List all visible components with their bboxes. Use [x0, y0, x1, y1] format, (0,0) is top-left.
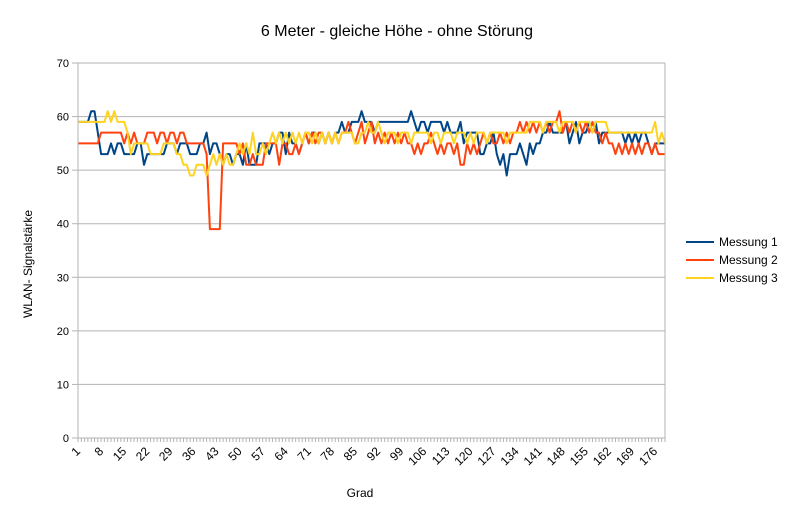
legend-label: Messung 1	[719, 235, 778, 249]
x-tick-label: 106	[405, 444, 429, 468]
x-tick-label: 71	[295, 444, 315, 464]
chart-title: 6 Meter - gleiche Höhe - ohne Störung	[261, 23, 533, 40]
x-tick-label: 162	[590, 444, 614, 468]
x-tick-label: 92	[364, 444, 384, 464]
x-tick-label: 36	[179, 444, 199, 464]
x-tick-label: 78	[318, 444, 338, 464]
x-tick-label: 8	[92, 444, 107, 459]
y-tick-label: 60	[57, 112, 69, 124]
y-axis-title: WLAN- Signalstärke	[21, 210, 35, 318]
x-tick-label: 1	[68, 444, 83, 459]
x-tick-label: 176	[636, 444, 660, 468]
x-axis-title: Grad	[347, 486, 374, 500]
x-tick-label: 120	[451, 444, 475, 468]
x-tick-label: 85	[341, 444, 361, 464]
y-tick-label: 30	[57, 272, 69, 284]
y-tick-label: 0	[63, 433, 69, 445]
x-tick-label: 99	[387, 444, 407, 464]
x-tick-label: 64	[272, 444, 292, 464]
series-line-1	[78, 110, 665, 177]
gridlines	[78, 62, 665, 439]
x-tick-label: 43	[202, 444, 222, 464]
series-lines	[78, 110, 666, 231]
series-line-3	[78, 110, 666, 177]
x-tick-label: 127	[475, 444, 499, 468]
x-axis-ticks: 1 8 15 22 29 36 43 50 57 64 71 78 85 92 99 106 113 120 127…	[68, 438, 666, 468]
x-tick-label: 141	[521, 444, 545, 468]
x-tick-label: 113	[429, 444, 453, 468]
x-tick-label: 155	[567, 444, 591, 468]
x-tick-label: 22	[133, 444, 153, 464]
y-tick-label: 70	[57, 58, 69, 70]
x-tick-label: 57	[248, 444, 268, 464]
x-tick-label: 15	[110, 444, 130, 464]
y-tick-label: 20	[57, 326, 69, 338]
x-tick-label: 148	[544, 444, 568, 468]
legend-label: Messung 3	[719, 271, 778, 285]
x-tick-label: 29	[156, 444, 176, 464]
axes	[77, 63, 666, 439]
legend-label: Messung 2	[719, 253, 778, 267]
y-axis-ticks: 0 10 20 30 40 50 60 70	[57, 58, 78, 445]
legend: Messung 1 Messung 2 Messung 3	[686, 235, 778, 285]
y-tick-label: 50	[57, 165, 69, 177]
x-tick-label: 169	[613, 444, 637, 468]
y-tick-label: 40	[57, 219, 69, 231]
y-tick-label: 10	[57, 379, 69, 391]
x-tick-label: 50	[225, 444, 245, 464]
x-tick-label: 134	[498, 444, 522, 468]
